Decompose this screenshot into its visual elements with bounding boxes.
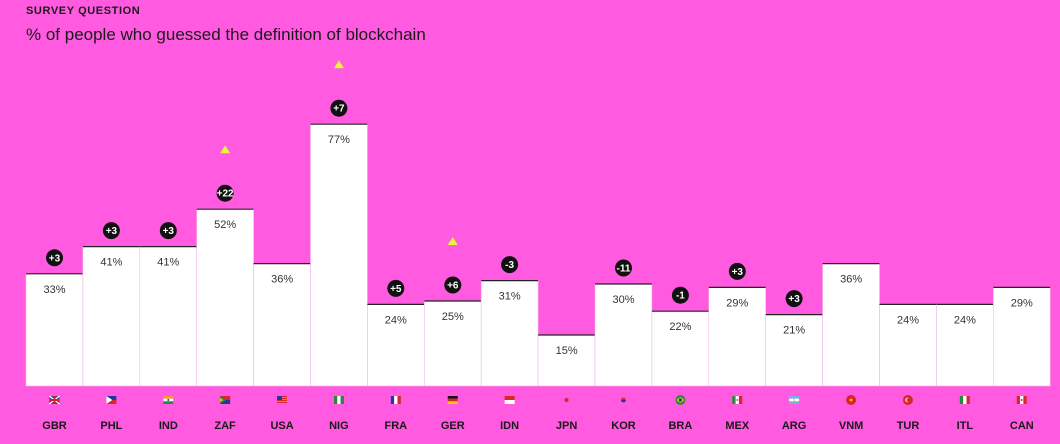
change-label-mex: +3 bbox=[732, 267, 744, 278]
value-label-jpn: 15% bbox=[556, 345, 578, 357]
change-label-ind: +3 bbox=[163, 226, 175, 237]
bar-phl bbox=[82, 246, 141, 387]
category-label-bra: BRA bbox=[668, 420, 692, 432]
value-label-mex: 29% bbox=[726, 297, 748, 309]
change-badge-kor bbox=[615, 259, 632, 277]
change-badge-ger bbox=[444, 276, 462, 294]
flag-gbr-icon bbox=[49, 395, 60, 405]
category-label-mex: MEX bbox=[725, 420, 750, 432]
category-label-idn: IDN bbox=[500, 420, 519, 432]
change-badge-arg bbox=[785, 290, 803, 308]
bar-jpn bbox=[537, 334, 596, 387]
value-label-usa: 36% bbox=[271, 274, 293, 286]
flag-ind-icon bbox=[163, 396, 174, 404]
category-label-jpn: JPN bbox=[556, 420, 577, 432]
value-label-nig: 77% bbox=[328, 134, 350, 146]
value-label-gbr: 33% bbox=[43, 284, 65, 296]
change-label-arg: +3 bbox=[788, 294, 800, 305]
change-badge-ind bbox=[159, 222, 177, 240]
up-triangle-icon bbox=[447, 237, 458, 245]
bar-fra bbox=[367, 304, 425, 387]
flag-zaf-icon bbox=[220, 396, 231, 404]
flag-arg-icon bbox=[789, 396, 800, 404]
change-badge-nig bbox=[330, 99, 348, 117]
value-label-fra: 24% bbox=[385, 314, 407, 326]
change-badge-fra bbox=[387, 279, 405, 297]
flag-ger-icon bbox=[447, 396, 458, 404]
flag-vnm-icon bbox=[846, 395, 857, 405]
change-label-nig: +7 bbox=[333, 104, 345, 115]
bar-zaf bbox=[196, 208, 254, 387]
category-label-usa: USA bbox=[270, 420, 293, 432]
flag-idn-icon bbox=[504, 396, 515, 404]
chart-question: % of people who guessed the definition o… bbox=[26, 25, 426, 44]
flag-fra-icon bbox=[390, 396, 401, 404]
category-label-itl: ITL bbox=[957, 420, 974, 432]
bar-gbr bbox=[25, 273, 84, 387]
up-triangle-icon bbox=[333, 60, 344, 69]
category-label-arg: ARG bbox=[782, 420, 806, 432]
flag-jpn-icon bbox=[564, 398, 569, 402]
category-label-vnm: VNM bbox=[839, 420, 863, 432]
change-label-fra: +5 bbox=[390, 284, 402, 295]
change-badge-idn bbox=[501, 256, 519, 274]
category-label-gbr: GBR bbox=[42, 420, 67, 432]
flag-phl-icon bbox=[106, 396, 117, 404]
flag-nig-icon bbox=[333, 396, 344, 404]
change-badge-phl bbox=[102, 222, 120, 240]
value-label-ger: 25% bbox=[442, 311, 464, 323]
bar-itl bbox=[936, 304, 994, 387]
value-label-bra: 22% bbox=[669, 321, 691, 333]
bar-idn bbox=[480, 280, 539, 387]
value-label-vnm: 36% bbox=[840, 274, 862, 286]
change-label-ger: +6 bbox=[447, 281, 459, 292]
value-label-kor: 30% bbox=[612, 294, 634, 306]
flag-mex-icon bbox=[732, 396, 743, 404]
change-label-idn: -3 bbox=[505, 260, 514, 271]
change-label-kor: -11 bbox=[617, 264, 631, 275]
change-label-gbr: +3 bbox=[49, 253, 61, 264]
change-label-bra: -1 bbox=[676, 291, 685, 302]
flag-itl-icon bbox=[959, 396, 970, 404]
category-label-kor: KOR bbox=[611, 420, 636, 432]
flag-can-icon bbox=[1016, 396, 1027, 404]
bar-kor bbox=[594, 283, 653, 387]
flag-kor-icon bbox=[621, 397, 626, 403]
category-label-can: CAN bbox=[1010, 420, 1034, 432]
flag-usa-icon bbox=[277, 396, 288, 403]
value-label-phl: 41% bbox=[100, 257, 122, 269]
bar-mex bbox=[708, 287, 766, 387]
category-label-ger: GER bbox=[441, 420, 465, 432]
value-label-zaf: 52% bbox=[214, 219, 236, 231]
value-label-idn: 31% bbox=[499, 291, 521, 303]
value-label-arg: 21% bbox=[783, 325, 805, 337]
bar-nig bbox=[310, 123, 368, 387]
bar-vnm bbox=[822, 263, 880, 387]
bar-arg bbox=[765, 314, 823, 387]
value-label-itl: 24% bbox=[954, 314, 976, 326]
category-label-tur: TUR bbox=[897, 420, 920, 432]
category-label-fra: FRA bbox=[384, 420, 407, 432]
change-badge-mex bbox=[728, 262, 746, 280]
category-label-nig: NIG bbox=[329, 420, 349, 432]
bar-tur bbox=[879, 304, 937, 387]
category-label-phl: PHL bbox=[100, 420, 122, 432]
flag-bra-icon bbox=[675, 395, 686, 405]
eyebrow-label: SURVEY QUESTION bbox=[26, 5, 141, 17]
change-badge-zaf bbox=[216, 184, 234, 202]
category-label-zaf: ZAF bbox=[214, 420, 236, 432]
change-label-phl: +3 bbox=[106, 226, 118, 237]
value-label-tur: 24% bbox=[897, 314, 919, 326]
change-label-zaf: +22 bbox=[217, 189, 234, 200]
change-badge-gbr bbox=[46, 249, 63, 267]
value-label-ind: 41% bbox=[157, 257, 179, 269]
category-label-ind: IND bbox=[159, 420, 178, 432]
bar-can bbox=[992, 287, 1051, 387]
change-badge-bra bbox=[671, 286, 689, 304]
value-label-can: 29% bbox=[1011, 297, 1033, 309]
up-triangle-icon bbox=[220, 145, 231, 154]
flag-tur-icon bbox=[902, 395, 913, 405]
bar-usa bbox=[253, 263, 311, 387]
